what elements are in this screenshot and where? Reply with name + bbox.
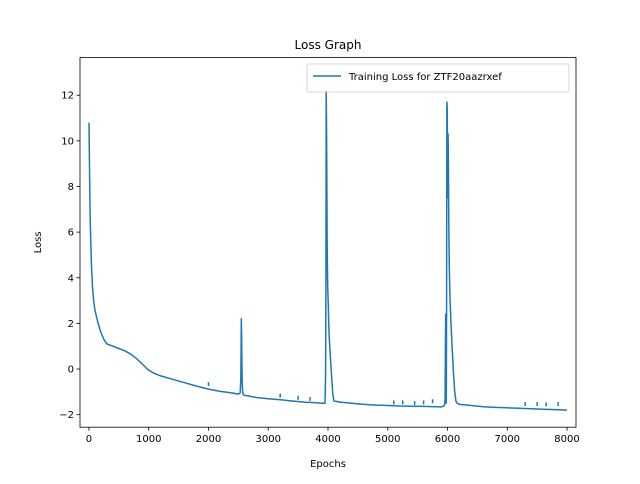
- y-tick-label: 2: [68, 319, 74, 330]
- x-tick-label: 6000: [435, 434, 460, 445]
- legend: Training Loss for ZTF20aazrxef: [306, 63, 570, 93]
- y-tick-label: 12: [61, 91, 74, 102]
- y-tick-label: 8: [68, 182, 74, 193]
- legend-box: [306, 63, 570, 93]
- x-axis-label: Epochs: [310, 459, 346, 470]
- x-tick-label: 0: [86, 434, 92, 445]
- x-tick-label: 2000: [196, 434, 221, 445]
- x-tick-label: 1000: [136, 434, 161, 445]
- y-tick-label: 10: [61, 136, 74, 147]
- y-axis: −2 0 2 4 6 8 10 12: [59, 91, 80, 421]
- x-tick-label: 4000: [315, 434, 340, 445]
- x-axis: 0 1000 2000 3000 4000 5000 6000 7000 8000: [86, 427, 580, 445]
- x-tick-label: 7000: [495, 434, 520, 445]
- plot-area: [88, 89, 568, 411]
- y-tick-label: −2: [59, 410, 74, 421]
- x-tick-label: 5000: [375, 434, 400, 445]
- legend-label: Training Loss for ZTF20aazrxef: [348, 72, 502, 83]
- y-tick-label: 6: [68, 228, 74, 239]
- chart-title: Loss Graph: [295, 38, 362, 52]
- y-tick-label: 0: [68, 365, 74, 376]
- series-line-0: [88, 89, 568, 411]
- y-tick-label: 4: [68, 273, 74, 284]
- x-tick-label: 3000: [256, 434, 281, 445]
- y-axis-label: Loss: [33, 231, 44, 253]
- x-tick-label: 8000: [554, 434, 579, 445]
